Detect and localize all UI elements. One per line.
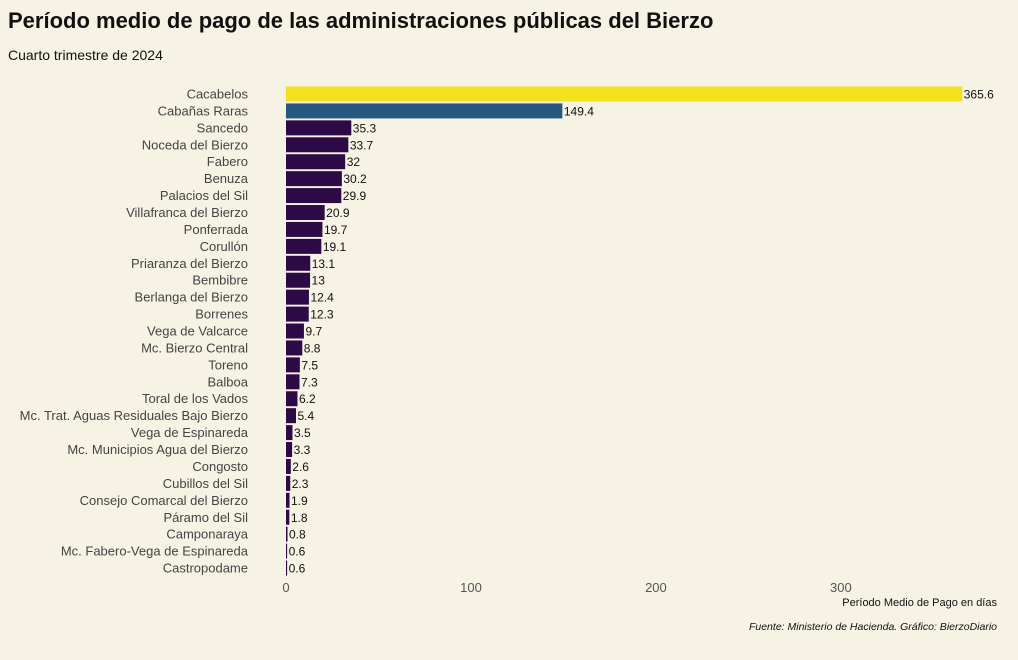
bar bbox=[286, 357, 300, 373]
category-label: Ponferrada bbox=[184, 222, 249, 237]
chart-title: Período medio de pago de las administrac… bbox=[8, 8, 714, 33]
bar bbox=[286, 560, 288, 576]
category-label: Benuza bbox=[204, 171, 249, 186]
category-label: Cabañas Raras bbox=[158, 103, 249, 118]
value-label: 13 bbox=[312, 274, 326, 288]
bar bbox=[286, 272, 311, 288]
category-label: Cubillos del Sil bbox=[163, 476, 248, 491]
category-label: Mc. Trat. Aguas Residuales Bajo Bierzo bbox=[20, 408, 248, 423]
category-label: Borrenes bbox=[195, 307, 248, 322]
x-tick-label: 0 bbox=[282, 580, 289, 595]
category-label: Priaranza del Bierzo bbox=[131, 256, 248, 271]
value-label: 12.4 bbox=[310, 291, 334, 305]
value-label: 2.3 bbox=[292, 477, 309, 491]
chart-subtitle: Cuarto trimestre de 2024 bbox=[8, 47, 163, 63]
value-label: 30.2 bbox=[343, 172, 367, 186]
source-caption: Fuente: Ministerio de Hacienda. Gráfico:… bbox=[748, 621, 997, 633]
bar bbox=[286, 154, 346, 170]
bar bbox=[286, 458, 291, 474]
value-label: 3.5 bbox=[294, 426, 311, 440]
x-axis-label: Período Medio de Pago en días bbox=[842, 597, 997, 609]
category-label: Noceda del Bierzo bbox=[142, 137, 248, 152]
category-label: Toral de los Vados bbox=[142, 391, 248, 406]
bar bbox=[286, 306, 309, 322]
category-label: Camponaraya bbox=[166, 527, 248, 542]
value-label: 9.7 bbox=[305, 325, 322, 339]
category-label: Berlanga del Bierzo bbox=[135, 290, 248, 305]
value-label: 365.6 bbox=[964, 88, 994, 102]
bar bbox=[286, 408, 296, 424]
bar bbox=[286, 425, 293, 441]
value-label: 0.8 bbox=[289, 528, 306, 542]
category-label: Cacabelos bbox=[187, 87, 249, 102]
value-label: 3.3 bbox=[294, 443, 311, 457]
bar bbox=[286, 543, 288, 559]
value-label: 7.3 bbox=[301, 375, 318, 389]
category-label: Sancedo bbox=[197, 120, 248, 135]
value-label: 0.6 bbox=[289, 545, 306, 559]
bar bbox=[286, 86, 963, 102]
bar bbox=[286, 526, 288, 542]
value-label: 29.9 bbox=[343, 189, 367, 203]
value-label: 20.9 bbox=[326, 206, 350, 220]
value-label: 1.9 bbox=[291, 494, 308, 508]
bar bbox=[286, 442, 293, 458]
bar bbox=[286, 137, 349, 153]
x-tick-label: 300 bbox=[830, 580, 852, 595]
value-label: 13.1 bbox=[312, 257, 336, 271]
bar bbox=[286, 340, 303, 356]
bar bbox=[286, 475, 291, 491]
value-label: 6.2 bbox=[299, 392, 316, 406]
value-label: 8.8 bbox=[304, 341, 321, 355]
bar bbox=[286, 205, 325, 221]
value-label: 19.7 bbox=[324, 223, 348, 237]
value-label: 32 bbox=[347, 155, 361, 169]
bar bbox=[286, 255, 311, 271]
category-label: Villafranca del Bierzo bbox=[126, 205, 248, 220]
category-label: Bembibre bbox=[192, 273, 248, 288]
category-label: Mc. Fabero-Vega de Espinareda bbox=[61, 544, 249, 559]
value-label: 7.5 bbox=[301, 358, 318, 372]
bar bbox=[286, 492, 290, 508]
category-label: Mc. Bierzo Central bbox=[141, 340, 248, 355]
x-tick-label: 100 bbox=[460, 580, 482, 595]
bar bbox=[286, 221, 323, 237]
value-label: 12.3 bbox=[310, 308, 334, 322]
category-label: Fabero bbox=[207, 154, 248, 169]
category-label: Páramo del Sil bbox=[163, 510, 248, 525]
bar bbox=[286, 391, 298, 407]
value-label: 149.4 bbox=[564, 104, 594, 118]
category-label: Consejo Comarcal del Bierzo bbox=[80, 493, 248, 508]
value-label: 33.7 bbox=[350, 138, 374, 152]
value-label: 35.3 bbox=[353, 121, 377, 135]
category-label: Toreno bbox=[208, 357, 248, 372]
bar bbox=[286, 120, 352, 136]
value-label: 19.1 bbox=[323, 240, 347, 254]
value-label: 2.6 bbox=[292, 460, 309, 474]
category-label: Mc. Municipios Agua del Bierzo bbox=[67, 442, 248, 457]
bar bbox=[286, 103, 563, 119]
category-label: Vega de Espinareda bbox=[131, 425, 249, 440]
x-tick-label: 200 bbox=[645, 580, 667, 595]
bar bbox=[286, 509, 290, 525]
category-label: Corullón bbox=[200, 239, 248, 254]
bar bbox=[286, 188, 342, 204]
bar bbox=[286, 374, 300, 390]
category-label: Balboa bbox=[208, 374, 249, 389]
bar bbox=[286, 289, 309, 305]
category-label: Vega de Valcarce bbox=[147, 324, 248, 339]
bar bbox=[286, 238, 322, 254]
category-label: Congosto bbox=[192, 459, 248, 474]
category-label: Palacios del Sil bbox=[160, 188, 248, 203]
value-label: 5.4 bbox=[297, 409, 314, 423]
bar bbox=[286, 171, 342, 187]
value-label: 1.8 bbox=[291, 511, 308, 525]
bar bbox=[286, 323, 304, 339]
category-label: Castropodame bbox=[163, 561, 248, 576]
value-label: 0.6 bbox=[289, 562, 306, 576]
